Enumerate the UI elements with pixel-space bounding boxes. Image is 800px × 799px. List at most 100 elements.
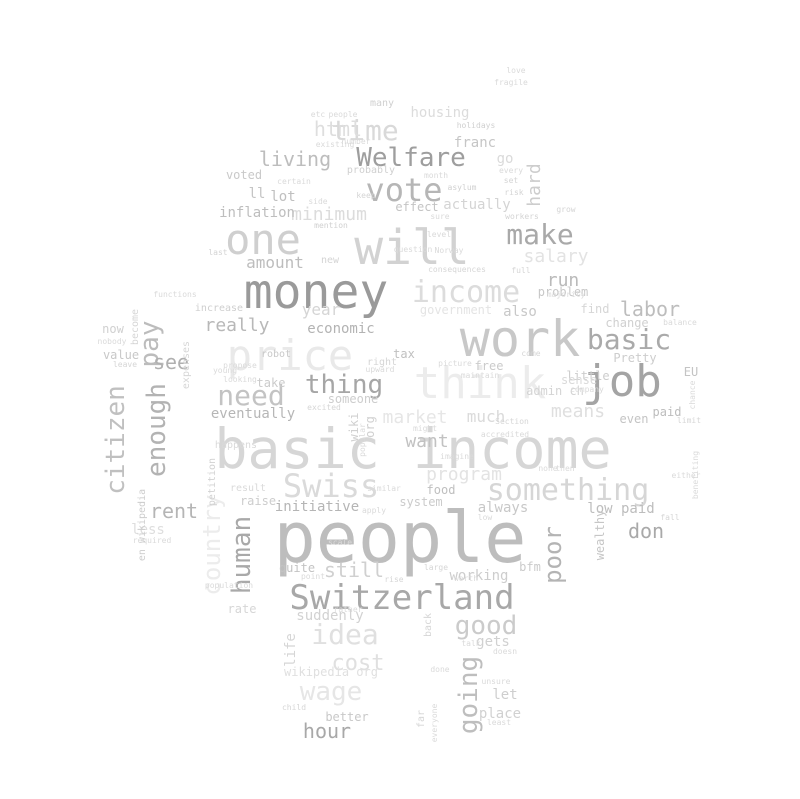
- cloud-word: eventually: [211, 406, 295, 422]
- cloud-word: large: [424, 563, 448, 572]
- cloud-word: want: [405, 431, 448, 452]
- cloud-word: least: [487, 718, 511, 727]
- cloud-word: rate: [228, 602, 257, 616]
- cloud-word: labor: [620, 297, 680, 321]
- cloud-word: back: [423, 613, 434, 637]
- cloud-word: let: [492, 687, 517, 703]
- cloud-word: food: [427, 483, 456, 497]
- cloud-word: en wikipedia: [137, 489, 148, 561]
- cloud-word: rather: [334, 605, 363, 614]
- cloud-word: better: [325, 710, 368, 724]
- cloud-word: salary: [523, 246, 588, 267]
- cloud-word: problem: [538, 285, 589, 299]
- cloud-word: need: [217, 379, 284, 412]
- cloud-word: time: [331, 114, 398, 147]
- cloud-word: new: [321, 255, 340, 266]
- cloud-word: talk: [461, 639, 480, 648]
- cloud-word: grow: [556, 205, 575, 214]
- cloud-word: level: [427, 230, 451, 239]
- cloud-word: workers: [505, 212, 539, 221]
- cloud-word: worth: [454, 574, 478, 583]
- cloud-word: number: [342, 137, 371, 146]
- cloud-word: Norway: [435, 246, 464, 255]
- cloud-word: hard: [524, 163, 545, 206]
- cloud-word: free: [475, 359, 504, 373]
- cloud-word: also: [503, 304, 537, 320]
- cloud-word: housing: [410, 105, 469, 121]
- cloud-word: working: [449, 568, 508, 584]
- cloud-word: someone: [328, 392, 379, 406]
- cloud-word: people: [329, 110, 358, 119]
- cloud-word: market: [382, 407, 447, 428]
- cloud-word: one: [225, 215, 301, 264]
- cloud-word: low paid: [587, 501, 654, 517]
- cloud-word: young: [213, 366, 237, 375]
- cloud-word: idea: [311, 618, 378, 651]
- cloud-word: job: [582, 356, 661, 407]
- cloud-word: government: [420, 303, 492, 317]
- cloud-word: benefiting: [691, 451, 700, 499]
- cloud-word: will: [354, 220, 470, 276]
- cloud-word: basic income: [214, 417, 611, 481]
- cloud-word: really: [204, 315, 269, 336]
- cloud-word: nobody: [98, 337, 127, 346]
- cloud-word: Pretty: [613, 351, 656, 365]
- cloud-word: picture: [438, 359, 472, 368]
- cloud-word: cost: [332, 651, 385, 676]
- cloud-word: side: [308, 197, 327, 206]
- cloud-word: much: [467, 407, 506, 426]
- cloud-word: country: [198, 494, 226, 595]
- cloud-word: balance: [663, 318, 697, 327]
- cloud-word: human: [227, 516, 257, 594]
- cloud-word: love: [506, 66, 525, 75]
- cloud-word: robot: [261, 349, 291, 360]
- cloud-word: means: [551, 401, 605, 422]
- cloud-word: pay: [135, 321, 165, 368]
- cloud-word: something: [487, 473, 650, 508]
- cloud-word: doesn: [493, 647, 517, 656]
- cloud-word: go: [497, 151, 514, 167]
- cloud-word: wage: [300, 677, 363, 707]
- cloud-word: last: [208, 248, 227, 257]
- cloud-word: might: [413, 424, 437, 433]
- cloud-word: unsure: [482, 677, 511, 686]
- cloud-word: maintain: [461, 371, 500, 380]
- cloud-word: Swiss: [283, 467, 379, 505]
- cloud-word: become: [130, 309, 141, 345]
- cloud-word: even: [620, 412, 649, 426]
- cloud-word: probably: [347, 165, 395, 176]
- cloud-word: less: [131, 522, 165, 538]
- cloud-word: functions: [153, 290, 197, 299]
- cloud-word: risk: [504, 188, 523, 197]
- cloud-word: system: [399, 495, 442, 509]
- cloud-word: EU: [684, 365, 698, 379]
- cloud-word: poor: [539, 526, 567, 584]
- cloud-word: find: [581, 302, 610, 316]
- cloud-word: going: [454, 656, 484, 734]
- cloud-word: question: [394, 245, 433, 254]
- cloud-word: citizen: [101, 385, 131, 495]
- cloud-word: suddenly: [296, 608, 363, 624]
- cloud-word: price: [227, 331, 353, 380]
- cloud-word: rent: [150, 499, 198, 523]
- cloud-word: paid: [653, 405, 682, 419]
- cloud-word: right: [367, 357, 397, 368]
- cloud-word: chance: [688, 380, 697, 409]
- cloud-word: accredited: [481, 430, 529, 439]
- cloud-word: happens: [215, 440, 257, 451]
- cloud-word: vote: [365, 171, 442, 209]
- cloud-word: make: [506, 218, 573, 251]
- cloud-word: inflation: [219, 205, 295, 221]
- cloud-word: company: [570, 385, 604, 394]
- cloud-word: then: [555, 464, 574, 473]
- cloud-word: little: [566, 369, 609, 383]
- cloud-word: hour: [303, 719, 351, 743]
- cloud-word: asylum: [448, 183, 477, 192]
- cloud-word: majority: [547, 290, 586, 299]
- cloud-word: keep: [356, 191, 375, 200]
- cloud-word: done: [430, 665, 449, 674]
- cloud-word: upward: [366, 365, 395, 374]
- cloud-word: tax: [393, 347, 415, 361]
- cloud-word: take: [257, 376, 286, 390]
